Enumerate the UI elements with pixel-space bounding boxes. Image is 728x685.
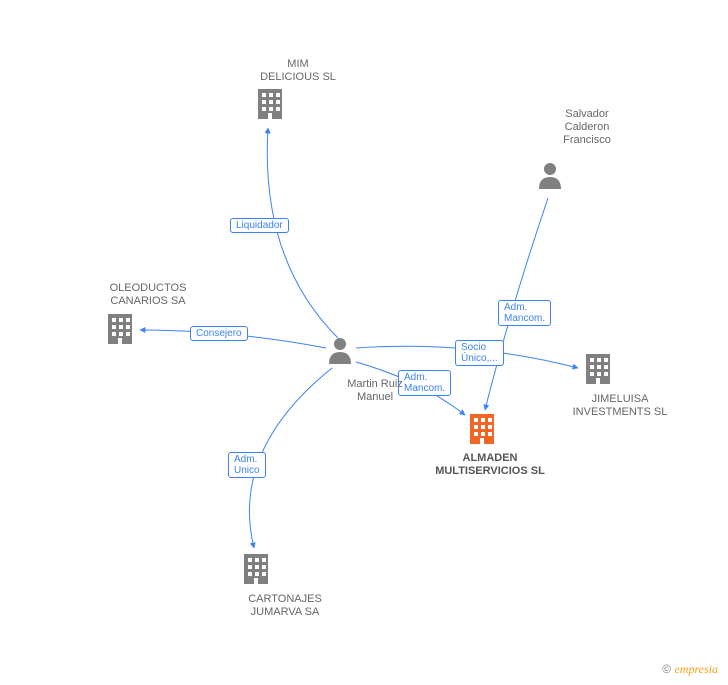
edge-label: SocioÚnico,... xyxy=(455,340,504,366)
copyright-symbol: © xyxy=(662,662,671,676)
company-icon xyxy=(108,314,132,344)
person-icon xyxy=(329,338,351,364)
brand-name: empresia xyxy=(674,662,718,676)
node-label: OLEODUCTOSCANARIOS SA xyxy=(88,282,208,308)
edge-label: Consejero xyxy=(190,326,248,341)
edge xyxy=(267,128,338,338)
watermark: © empresia xyxy=(662,662,718,677)
node-label: SalvadorCalderonFrancisco xyxy=(527,108,647,148)
edge-label: Adm.Mancom. xyxy=(498,300,551,326)
company_highlight-icon xyxy=(470,414,494,444)
node-label: Martin RuizManuel xyxy=(315,378,435,404)
edge-label: Liquidador xyxy=(230,218,289,233)
edge-label: Adm.Unico xyxy=(228,452,266,478)
person-icon xyxy=(539,163,561,189)
company-icon xyxy=(586,354,610,384)
company-icon xyxy=(244,554,268,584)
node-label: CARTONAJESJUMARVA SA xyxy=(225,593,345,619)
node-label: JIMELUISAINVESTMENTS SL xyxy=(560,393,680,419)
node-label: MIMDELICIOUS SL xyxy=(238,58,358,84)
diagram-canvas xyxy=(0,0,728,685)
company-icon xyxy=(258,89,282,119)
node-label: ALMADENMULTISERVICIOS SL xyxy=(430,452,550,478)
